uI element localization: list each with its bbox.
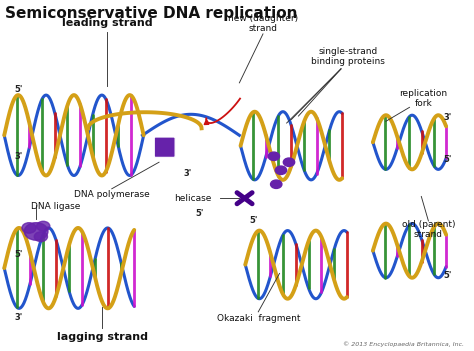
Text: 3': 3' xyxy=(15,313,23,322)
Text: 5': 5' xyxy=(443,271,452,280)
Text: 3': 3' xyxy=(183,169,191,178)
Text: 3': 3' xyxy=(443,113,451,122)
Text: DNA polymerase: DNA polymerase xyxy=(74,190,150,199)
Text: helicase: helicase xyxy=(173,194,211,203)
Text: 5': 5' xyxy=(195,210,203,218)
Text: replication
fork: replication fork xyxy=(400,89,448,108)
FancyBboxPatch shape xyxy=(155,137,175,157)
Circle shape xyxy=(34,232,47,241)
Text: Semiconservative DNA replication: Semiconservative DNA replication xyxy=(5,6,298,21)
Text: © 2013 Encyclopaedia Britannica, Inc.: © 2013 Encyclopaedia Britannica, Inc. xyxy=(343,341,464,347)
Circle shape xyxy=(268,152,280,160)
Circle shape xyxy=(275,166,287,174)
Text: Okazaki  fragment: Okazaki fragment xyxy=(217,314,300,323)
Text: leading strand: leading strand xyxy=(62,18,152,28)
Text: 5': 5' xyxy=(249,217,258,225)
Circle shape xyxy=(22,223,36,233)
Text: 5': 5' xyxy=(15,85,23,94)
Text: lagging strand: lagging strand xyxy=(57,332,148,342)
Text: 5': 5' xyxy=(443,155,452,164)
Circle shape xyxy=(271,180,282,188)
Circle shape xyxy=(24,223,48,240)
Text: single-strand
binding proteins: single-strand binding proteins xyxy=(311,47,385,66)
Circle shape xyxy=(283,158,295,166)
Text: DNA ligase: DNA ligase xyxy=(31,203,81,211)
Circle shape xyxy=(36,221,50,231)
Text: 3': 3' xyxy=(15,152,23,161)
Text: new (daughter)
strand: new (daughter) strand xyxy=(228,14,298,33)
Text: 5': 5' xyxy=(15,250,23,259)
Text: old (parent)
strand: old (parent) strand xyxy=(401,220,455,239)
